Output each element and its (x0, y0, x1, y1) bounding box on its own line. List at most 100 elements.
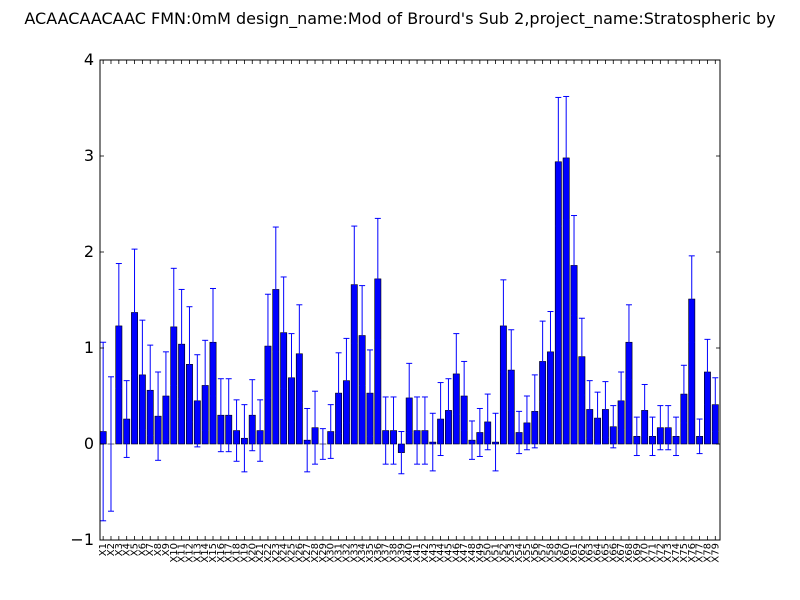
x-tick-label: X63 (585, 543, 596, 563)
error-bar (335, 352, 342, 434)
error-bar (539, 320, 546, 403)
error-bar (665, 405, 672, 451)
error-bar (484, 393, 491, 451)
error-bar (673, 416, 680, 457)
x-tick-label: X24 (279, 543, 290, 563)
x-tick-label: X73 (663, 543, 674, 563)
error-bar (202, 339, 209, 432)
error-bar (264, 293, 271, 399)
x-tick-label: X37 (381, 543, 392, 563)
error-bar (155, 371, 162, 461)
error-bar (461, 360, 468, 432)
x-tick-label: X42 (420, 543, 431, 563)
error-bar (139, 319, 146, 431)
x-tick-label: X56 (530, 543, 541, 563)
x-tick-label: X5 (130, 543, 141, 556)
error-bar (131, 248, 138, 377)
error-bar (625, 304, 632, 381)
x-tick-label: X12 (184, 543, 195, 563)
x-tick-label: X51 (491, 543, 502, 563)
x-tick-label: X1 (98, 543, 109, 556)
x-tick-label: X31 (334, 543, 345, 563)
error-bar (351, 225, 358, 344)
x-tick-label: X15 (208, 543, 219, 563)
error-bar (492, 412, 499, 472)
x-tick-label: X25 (286, 543, 297, 563)
error-bar (304, 407, 311, 473)
x-tick-label: X23 (271, 543, 282, 563)
error-bar (217, 378, 224, 453)
x-tick-label: X59 (553, 543, 564, 563)
y-tick-label: 3 (84, 146, 94, 165)
x-tick-label: X70 (640, 543, 651, 563)
x-tick-label: X68 (624, 543, 635, 563)
error-bar (257, 399, 264, 462)
x-tick-label: X79 (710, 543, 721, 563)
error-bar (696, 418, 703, 455)
error-bar (476, 407, 483, 457)
x-tick-label: X58 (545, 543, 556, 563)
error-bar (649, 416, 656, 457)
x-tick-label: X65 (600, 543, 611, 563)
x-tick-label: X4 (122, 543, 133, 556)
error-bar (382, 396, 389, 465)
x-tick-label: X47 (459, 543, 470, 563)
error-bar (641, 383, 648, 437)
x-tick-label: X61 (569, 543, 580, 563)
x-tick-label: X33 (349, 543, 360, 563)
x-tick-label: X18 (232, 543, 243, 563)
error-bar (406, 362, 413, 433)
error-bar (366, 349, 373, 437)
x-tick-label: X71 (648, 543, 659, 563)
x-tick-label: X52 (498, 543, 509, 563)
x-tick-label: X9 (161, 543, 172, 556)
error-bar (319, 428, 326, 460)
x-tick-label: X50 (483, 543, 494, 563)
error-bar (186, 306, 193, 423)
x-tick-label: X66 (608, 543, 619, 563)
error-bar (115, 263, 122, 389)
error-bar (194, 354, 201, 448)
x-tick-label: X69 (632, 543, 643, 563)
error-bar (147, 344, 154, 436)
error-bar (531, 374, 538, 449)
x-tick-label: X7 (145, 543, 156, 556)
y-tick-label: 0 (84, 434, 94, 453)
y-tick-label: 4 (84, 50, 94, 69)
error-bar (445, 378, 452, 443)
x-tick-label: X77 (695, 543, 706, 563)
x-tick-label: X13 (192, 543, 203, 563)
x-tick-label: X29 (318, 543, 329, 563)
x-tick-label: X40 (404, 543, 415, 563)
error-bar (233, 399, 240, 462)
x-tick-label: X36 (373, 543, 384, 563)
x-tick-label: X60 (561, 543, 572, 563)
x-tick-label: X53 (506, 543, 517, 563)
error-bar (523, 395, 530, 451)
x-tick-label: X54 (514, 543, 525, 563)
error-bar (563, 95, 570, 220)
x-tick-label: X11 (177, 543, 188, 563)
x-tick-label: X10 (169, 543, 180, 563)
x-tick-label: X21 (255, 543, 266, 563)
x-tick-label: X20 (247, 543, 258, 563)
x-tick-label: X6 (137, 543, 148, 556)
x-tick-label: X55 (522, 543, 533, 563)
error-bar (210, 287, 217, 397)
x-tick-label: X67 (616, 543, 627, 563)
error-bar (359, 285, 366, 386)
error-bar (296, 304, 303, 404)
x-tick-label: X44 (436, 543, 447, 563)
x-tick-label: X39 (396, 543, 407, 563)
error-bar (343, 337, 350, 424)
error-bar (100, 341, 107, 522)
x-tick-label: X46 (451, 543, 462, 563)
error-bar (178, 288, 185, 400)
x-tick-label: X43 (428, 543, 439, 563)
x-tick-label: X14 (200, 543, 211, 563)
error-bar (594, 391, 601, 445)
x-tick-label: X35 (365, 543, 376, 563)
error-bar (712, 377, 719, 433)
x-tick-label: X72 (655, 543, 666, 563)
